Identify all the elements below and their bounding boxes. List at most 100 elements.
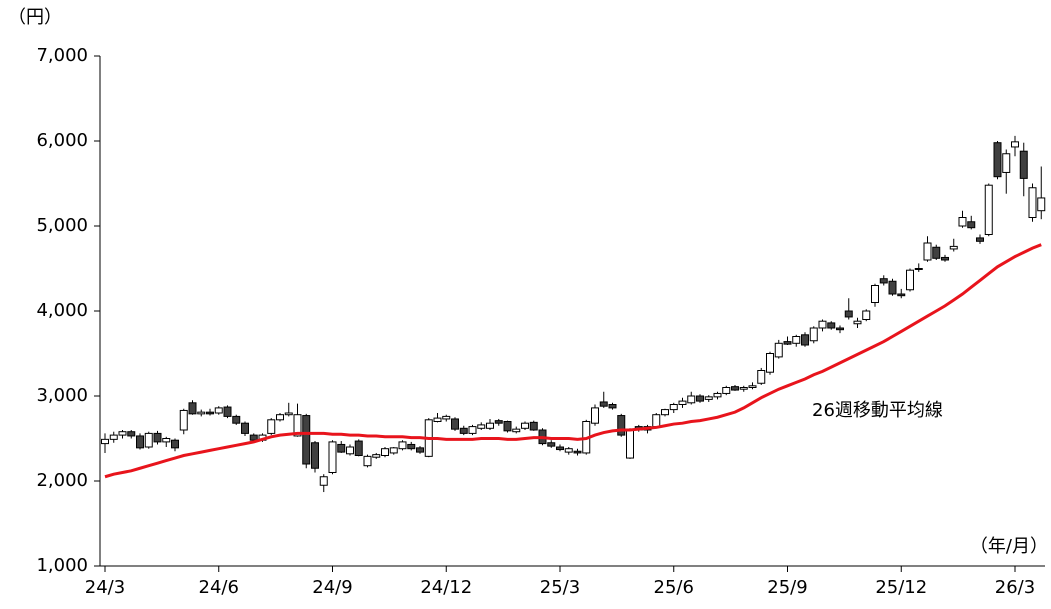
candle-body	[827, 322, 836, 329]
candle-body	[923, 242, 932, 261]
candle-body	[591, 407, 599, 424]
candle-body	[398, 441, 407, 450]
candle-body	[888, 280, 897, 295]
candle-body	[293, 414, 302, 437]
candle-body	[1037, 197, 1046, 212]
candle-body	[494, 420, 503, 424]
candle-body	[223, 406, 232, 417]
candle-body	[188, 402, 197, 415]
candle-body	[713, 392, 722, 398]
candle-body	[678, 400, 687, 406]
x-tick-label: 26/3	[995, 577, 1035, 598]
y-tick-label: 6,000	[36, 130, 88, 151]
candle-body	[1019, 150, 1028, 179]
candle-body	[757, 370, 766, 384]
candle-body	[1028, 187, 1037, 218]
candle-body	[599, 401, 608, 407]
candle-body	[109, 434, 118, 440]
candle-body	[704, 396, 713, 400]
candle-body	[153, 432, 162, 443]
candle-body	[416, 447, 424, 453]
candle-body	[459, 427, 468, 434]
x-unit-label: （年/月）	[970, 536, 1048, 557]
candle-body	[871, 285, 879, 303]
candle-body	[197, 411, 206, 415]
candle-body	[127, 431, 136, 437]
candle-body	[249, 434, 258, 441]
candle-body	[346, 446, 354, 455]
candle-body	[879, 278, 888, 284]
candle-body	[739, 387, 748, 390]
x-tick-label: 24/12	[420, 577, 472, 598]
candle-body	[967, 221, 976, 229]
candle-body	[862, 310, 871, 320]
y-tick-label: 5,000	[36, 215, 88, 236]
candle-body	[617, 415, 626, 436]
candle-body	[687, 395, 696, 404]
candle-body	[136, 435, 144, 449]
candle-body	[477, 424, 486, 429]
x-tick-label: 24/9	[312, 577, 352, 598]
candle-body	[206, 411, 214, 415]
candle-body	[512, 428, 521, 433]
candle-body	[853, 320, 862, 325]
candle-body	[171, 439, 179, 449]
candle-body	[267, 419, 276, 434]
candle-body	[486, 422, 494, 429]
candle-body	[214, 407, 223, 414]
y-tick-label: 1,000	[36, 555, 88, 576]
candle-body	[766, 353, 774, 373]
candle-body	[433, 417, 442, 423]
candle-body	[503, 421, 512, 432]
y-unit-label: （円）	[8, 7, 62, 28]
candle-body	[818, 320, 827, 329]
x-tick-label: 25/12	[875, 577, 927, 598]
candle-body	[363, 455, 372, 467]
candle-body	[792, 336, 801, 344]
candle-body	[232, 415, 241, 424]
candle-body	[407, 443, 416, 450]
candle-body	[774, 342, 783, 358]
candle-body	[652, 414, 661, 428]
candle-body	[101, 438, 109, 445]
candle-body	[626, 429, 634, 459]
candle-body	[276, 414, 284, 421]
y-tick-label: 3,000	[36, 385, 88, 406]
candle-body	[162, 438, 171, 443]
y-tick-label: 4,000	[36, 300, 88, 321]
candle-body	[311, 442, 319, 469]
candle-body	[809, 327, 818, 342]
candle-body	[381, 448, 389, 457]
x-tick-label: 25/3	[540, 577, 580, 598]
candle-body	[468, 426, 477, 434]
candle-body	[284, 412, 293, 416]
candle-body	[984, 184, 993, 235]
candle-body	[354, 440, 363, 456]
candle-body	[179, 409, 188, 431]
y-tick-label: 2,000	[36, 470, 88, 491]
candle-body	[328, 441, 337, 473]
candle-body	[661, 409, 669, 416]
candle-body	[241, 422, 249, 434]
candle-body	[337, 443, 346, 453]
candle-body	[976, 237, 984, 242]
candle-body	[783, 341, 792, 345]
candle-body	[573, 450, 582, 454]
x-tick-label: 24/3	[85, 577, 125, 598]
candle-body	[319, 476, 328, 486]
candle-body	[731, 386, 739, 391]
candle-body	[144, 432, 153, 448]
y-tick-label: 7,000	[36, 45, 88, 66]
candle-body	[529, 421, 538, 431]
candle-body	[389, 447, 398, 454]
x-tick-label: 25/9	[767, 577, 807, 598]
candle-body	[993, 142, 1002, 178]
candle-body	[906, 269, 914, 291]
candle-body	[801, 334, 809, 346]
candle-body	[547, 442, 556, 447]
x-tick-label: 24/6	[199, 577, 239, 598]
x-tick-label: 25/6	[654, 577, 694, 598]
candle-body	[932, 246, 941, 259]
candle-body	[442, 415, 451, 420]
